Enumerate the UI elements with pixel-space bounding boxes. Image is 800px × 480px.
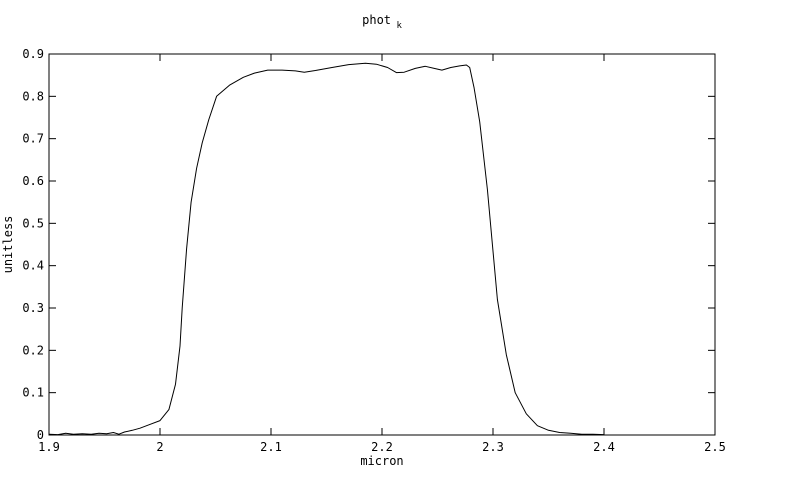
x-tick-label: 2.1 — [260, 440, 282, 454]
y-tick-label: 0.5 — [22, 216, 44, 230]
y-tick-label: 0.4 — [22, 259, 44, 273]
plot-frame — [48, 53, 716, 436]
x-tick-label: 2.5 — [704, 440, 726, 454]
x-tick-label: 2 — [156, 440, 163, 454]
y-axis-label: unitless — [1, 216, 15, 274]
y-tick-label: 0.8 — [22, 89, 44, 103]
chart-title: phot k — [362, 13, 402, 31]
y-tick-label: 0.1 — [22, 386, 44, 400]
y-tick-label: 0.7 — [22, 132, 44, 146]
y-tick-label: 0.9 — [22, 47, 44, 61]
x-tick-label: 1.9 — [38, 440, 60, 454]
x-tick-label: 2.2 — [371, 440, 393, 454]
y-tick-label: 0 — [37, 428, 44, 442]
data-curve — [48, 62, 605, 436]
y-tick-label: 0.6 — [22, 174, 44, 188]
y-tick-label: 0.2 — [22, 343, 44, 357]
x-tick-label: 2.4 — [593, 440, 615, 454]
y-tick-label: 0.3 — [22, 301, 44, 315]
x-tick-label: 2.3 — [482, 440, 504, 454]
x-axis-label: micron — [360, 454, 403, 468]
